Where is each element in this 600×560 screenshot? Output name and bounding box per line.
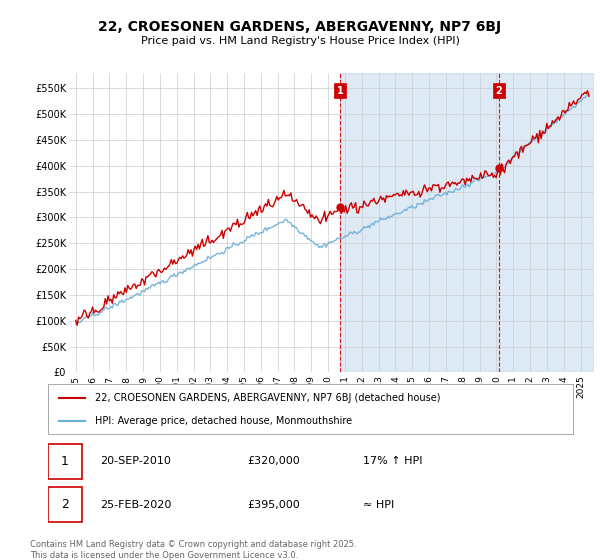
Text: HPI: Average price, detached house, Monmouthshire: HPI: Average price, detached house, Monm… xyxy=(95,417,352,426)
FancyBboxPatch shape xyxy=(48,444,82,479)
Text: £320,000: £320,000 xyxy=(248,456,300,466)
Text: 17% ↑ HPI: 17% ↑ HPI xyxy=(363,456,422,466)
Text: 25-FEB-2020: 25-FEB-2020 xyxy=(101,500,172,510)
Text: 2: 2 xyxy=(61,498,69,511)
Text: Price paid vs. HM Land Registry's House Price Index (HPI): Price paid vs. HM Land Registry's House … xyxy=(140,36,460,46)
Bar xyxy=(340,73,594,372)
Text: 1: 1 xyxy=(337,86,344,96)
Text: 1: 1 xyxy=(61,455,69,468)
Text: 22, CROESONEN GARDENS, ABERGAVENNY, NP7 6BJ (detached house): 22, CROESONEN GARDENS, ABERGAVENNY, NP7 … xyxy=(95,393,441,403)
Text: 20-SEP-2010: 20-SEP-2010 xyxy=(101,456,172,466)
Text: 2: 2 xyxy=(496,86,502,96)
Text: £395,000: £395,000 xyxy=(248,500,300,510)
Text: 22, CROESONEN GARDENS, ABERGAVENNY, NP7 6BJ: 22, CROESONEN GARDENS, ABERGAVENNY, NP7 … xyxy=(98,20,502,34)
Text: ≈ HPI: ≈ HPI xyxy=(363,500,394,510)
FancyBboxPatch shape xyxy=(48,487,82,522)
Text: Contains HM Land Registry data © Crown copyright and database right 2025.
This d: Contains HM Land Registry data © Crown c… xyxy=(30,540,356,560)
